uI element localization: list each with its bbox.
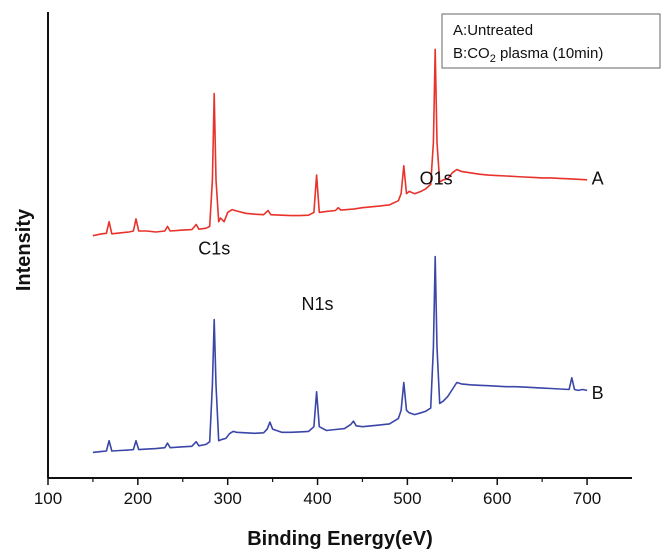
y-axis-title: Intensity [13, 208, 35, 291]
x-tick-label: 500 [393, 489, 421, 508]
x-tick-label: 700 [573, 489, 601, 508]
legend-entry-a-prefix: A: [453, 22, 467, 39]
series-layer [92, 48, 588, 454]
x-tick-label: 100 [34, 489, 62, 508]
legend-entry-a-text: Untreated [467, 22, 533, 39]
legend-entry-b-text: CO [467, 45, 490, 62]
legend: A:Untreated B:CO2 plasma (10min) [441, 13, 661, 69]
x-tick-label: 300 [214, 489, 242, 508]
legend-entry-b: B:CO2 plasma (10min) [453, 45, 603, 65]
legend-entry-b-suffix: plasma (10min) [496, 45, 604, 62]
series-line-b [92, 255, 588, 454]
series-label-b: B [592, 383, 604, 403]
x-axis-title: Binding Energy(eV) [247, 528, 433, 550]
peak-label-n1s: N1s [302, 294, 334, 314]
annotation-layer: C1s N1s O1s A B [198, 168, 603, 402]
x-ticks: 100 200 300 400 500 600 700 [34, 478, 601, 508]
series-line-a [92, 48, 588, 237]
legend-entry-b-prefix: B: [453, 45, 467, 62]
x-tick-label: 600 [483, 489, 511, 508]
plot-area: 100 200 300 400 500 600 700 C1s N1s O1s A B [34, 12, 632, 508]
series-label-a: A [592, 168, 604, 188]
peak-label-c1s: C1s [198, 238, 230, 258]
legend-entry-a: A:Untreated [453, 22, 533, 39]
x-tick-label: 200 [124, 489, 152, 508]
x-tick-label: 400 [303, 489, 331, 508]
legend-entry-b-subscript: 2 [490, 53, 496, 65]
peak-label-o1s: O1s [420, 168, 453, 188]
legend-box [441, 13, 661, 69]
